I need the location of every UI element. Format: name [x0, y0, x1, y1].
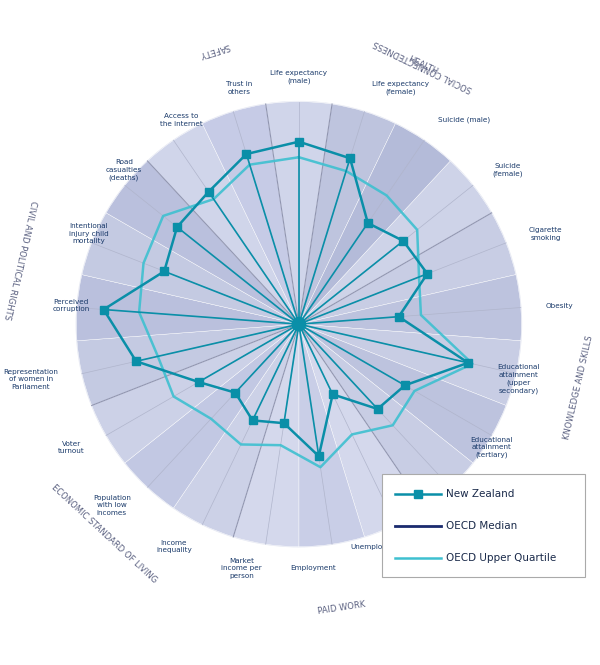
Text: Road
casualties
(deaths): Road casualties (deaths)	[106, 160, 142, 181]
Wedge shape	[299, 324, 424, 537]
Text: Intentional
injury child
mortality: Intentional injury child mortality	[69, 223, 109, 245]
Text: Perceived
corruption: Perceived corruption	[53, 299, 90, 313]
Circle shape	[292, 317, 305, 331]
Text: Voter
turnout: Voter turnout	[58, 441, 85, 454]
Wedge shape	[299, 104, 395, 324]
Wedge shape	[202, 104, 299, 324]
Text: Life expectancy
(male): Life expectancy (male)	[271, 70, 328, 84]
Text: Access to
the internet: Access to the internet	[160, 113, 202, 127]
Text: Obesity: Obesity	[545, 303, 573, 309]
Text: PAID WORK: PAID WORK	[317, 599, 366, 616]
Wedge shape	[299, 324, 506, 463]
Text: New Zealand: New Zealand	[446, 489, 515, 499]
Text: Representation
of women in
Parliament: Representation of women in Parliament	[3, 368, 58, 390]
Wedge shape	[173, 324, 299, 537]
Text: HEALTH: HEALTH	[407, 55, 440, 77]
Text: ECONOMIC STANDARD OF LIVING: ECONOMIC STANDARD OF LIVING	[50, 483, 158, 585]
Wedge shape	[299, 324, 364, 547]
Wedge shape	[299, 124, 450, 324]
Text: OECD Upper Quartile: OECD Upper Quartile	[446, 553, 557, 563]
Text: Unemployment: Unemployment	[350, 544, 406, 550]
Text: SAFETY: SAFETY	[198, 41, 230, 59]
Text: Employment: Employment	[290, 565, 335, 571]
Text: Life expectancy
(female): Life expectancy (female)	[371, 81, 428, 95]
Text: Suicide (male): Suicide (male)	[438, 117, 490, 123]
Text: Population
with low
incomes: Population with low incomes	[93, 495, 131, 516]
Wedge shape	[299, 124, 450, 324]
Wedge shape	[266, 102, 332, 324]
Text: Educational
attainment
(upper
secondary): Educational attainment (upper secondary)	[497, 364, 540, 394]
Text: Participation
in tertiary
education: Participation in tertiary education	[422, 495, 467, 516]
Text: Income
inequality: Income inequality	[156, 540, 191, 553]
Text: Trust in
others: Trust in others	[226, 81, 253, 95]
Text: Market
income per
person: Market income per person	[221, 558, 262, 579]
Wedge shape	[299, 161, 491, 324]
Wedge shape	[106, 161, 299, 324]
Text: KNOWLEDGE AND SKILLS: KNOWLEDGE AND SKILLS	[562, 335, 595, 441]
Wedge shape	[148, 124, 299, 324]
Text: Educational
attainment
(tertiary): Educational attainment (tertiary)	[470, 437, 513, 458]
Wedge shape	[299, 104, 395, 324]
Text: Suicide
(female): Suicide (female)	[492, 163, 523, 177]
Wedge shape	[82, 213, 299, 324]
Wedge shape	[299, 275, 521, 340]
Wedge shape	[125, 324, 299, 508]
Wedge shape	[76, 275, 299, 340]
FancyBboxPatch shape	[382, 474, 586, 577]
Circle shape	[76, 102, 521, 547]
Wedge shape	[299, 324, 473, 508]
Wedge shape	[299, 324, 521, 406]
Text: OECD Median: OECD Median	[446, 521, 518, 531]
Text: SOCIAL CONNECTEDNESS: SOCIAL CONNECTEDNESS	[373, 39, 474, 94]
Wedge shape	[233, 324, 299, 547]
Text: Cigarette
smoking: Cigarette smoking	[529, 227, 562, 241]
Text: CIVIL AND POLITICAL RIGHTS: CIVIL AND POLITICAL RIGHTS	[2, 200, 37, 321]
Wedge shape	[92, 324, 299, 463]
Wedge shape	[266, 102, 332, 324]
Wedge shape	[299, 213, 516, 324]
Wedge shape	[77, 324, 299, 406]
